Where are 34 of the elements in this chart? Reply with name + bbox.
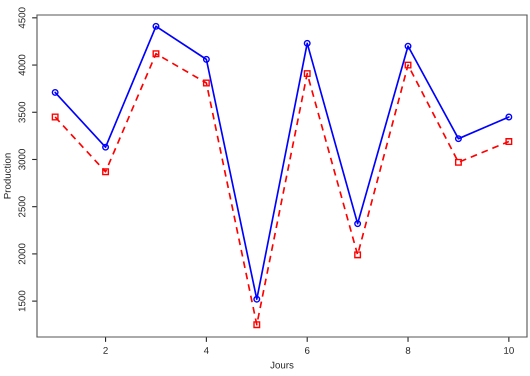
- point: [454, 135, 462, 142]
- y-tick-label: 2500: [18, 196, 26, 218]
- y-tick-label: 4000: [18, 54, 26, 76]
- x-tick-label: 2: [103, 346, 108, 354]
- y-tick-label: 3500: [18, 102, 26, 123]
- point: [505, 138, 512, 146]
- point: [404, 42, 412, 50]
- point: [253, 321, 260, 328]
- x-tick-label: 6: [304, 346, 310, 354]
- x-axis-title: Jours: [270, 362, 294, 368]
- point: [454, 158, 462, 166]
- point: [304, 70, 311, 78]
- point: [152, 50, 160, 58]
- point: [304, 40, 311, 47]
- point: [102, 168, 110, 176]
- point: [152, 22, 160, 30]
- point: [354, 251, 362, 258]
- y-tick-label: 4500: [18, 7, 26, 28]
- point: [202, 56, 210, 63]
- point: [354, 220, 362, 228]
- x-tick-label: 10: [504, 346, 514, 354]
- x-tick-label: 4: [204, 347, 209, 354]
- point: [404, 62, 412, 69]
- point: [102, 144, 110, 151]
- x-tick-label: 8: [406, 346, 410, 354]
- y-tick-label: 1500: [18, 290, 26, 312]
- point: [253, 296, 260, 303]
- point: [505, 114, 512, 120]
- y-axis-title: Production: [4, 153, 11, 198]
- point: [52, 88, 59, 96]
- point: [52, 114, 59, 120]
- y-tick-label: 2000: [18, 243, 26, 264]
- y-tick-label: 3000: [18, 149, 26, 170]
- point: [202, 80, 210, 86]
